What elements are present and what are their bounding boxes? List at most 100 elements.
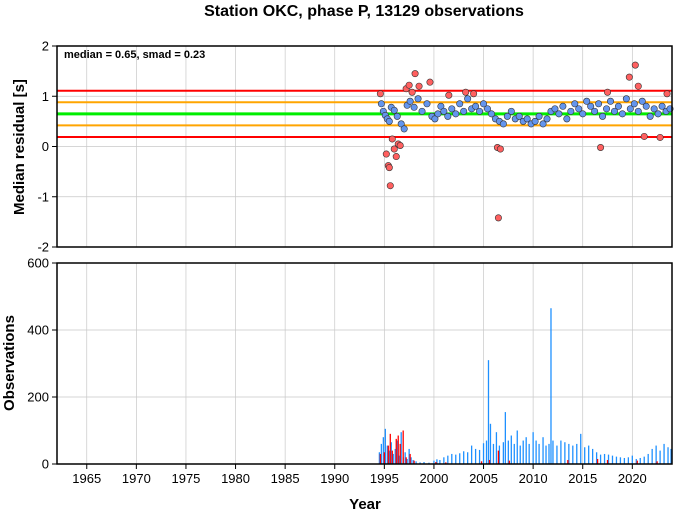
observation-bar	[592, 448, 594, 464]
observation-bar	[545, 445, 547, 464]
median-smad-annotation: median = 0.65, smad = 0.23	[64, 49, 205, 61]
observation-bar	[443, 457, 445, 464]
residual-point	[583, 97, 591, 105]
residual-point	[559, 102, 567, 110]
residual-point	[515, 112, 523, 120]
observation-bar	[504, 412, 506, 464]
residual-point	[640, 132, 648, 140]
observation-bar	[631, 455, 633, 464]
residual-point	[385, 117, 393, 125]
observation-bar	[498, 445, 501, 464]
observation-bar	[405, 457, 407, 464]
residual-grid	[57, 45, 672, 248]
observation-bar	[568, 443, 570, 464]
x-tick-label: 1990	[320, 471, 349, 486]
observation-bar	[606, 459, 609, 464]
residual-point	[531, 117, 539, 125]
observation-bar	[389, 433, 391, 464]
residual-point	[452, 110, 460, 118]
residual-point	[415, 82, 423, 90]
observation-bar	[564, 442, 566, 464]
observation-bar	[386, 445, 388, 464]
observation-bar	[419, 462, 421, 464]
x-axis-label: Year	[349, 496, 381, 511]
observation-bar	[538, 443, 540, 464]
observation-bar	[647, 453, 649, 464]
residual-point	[663, 90, 671, 98]
observation-bar	[603, 453, 606, 464]
observation-bar	[402, 430, 404, 464]
residual-point	[642, 102, 650, 110]
observation-bar	[643, 456, 645, 464]
observation-bar	[435, 461, 437, 464]
observation-bar	[567, 459, 569, 464]
residual-point	[410, 103, 418, 111]
residual-point	[634, 82, 642, 90]
residual-point	[595, 100, 603, 108]
residual-point	[567, 107, 575, 115]
observation-bar	[406, 458, 408, 464]
observation-bar	[611, 455, 614, 464]
residual-points	[376, 61, 674, 222]
observation-bar	[387, 445, 389, 464]
residual-point	[618, 110, 626, 118]
observation-bar	[556, 445, 558, 464]
observation-bar	[595, 452, 598, 464]
observation-bar	[588, 445, 590, 464]
y-tick-label: -1	[37, 189, 49, 204]
residual-point	[393, 112, 401, 120]
residual-point	[503, 112, 511, 120]
observation-bar	[482, 443, 485, 464]
residual-point	[656, 133, 664, 141]
residual-point	[456, 100, 464, 108]
residual-point	[551, 105, 559, 113]
residual-point	[377, 100, 385, 108]
x-tick-label: 1970	[122, 471, 151, 486]
observation-bar	[399, 443, 401, 464]
observation-bar	[433, 460, 435, 464]
residual-point	[464, 95, 472, 103]
residual-point	[535, 112, 543, 120]
observation-bar	[513, 443, 515, 464]
residual-point	[575, 105, 583, 113]
observation-bar	[409, 453, 411, 464]
residual-point	[507, 107, 515, 115]
residual-point	[460, 107, 468, 115]
residual-point	[406, 97, 414, 105]
observation-bar	[451, 453, 453, 464]
residual-point	[418, 107, 426, 115]
observation-bar	[394, 448, 396, 464]
observation-bar	[392, 453, 394, 464]
observation-bar	[655, 445, 657, 464]
observation-bar	[480, 461, 483, 464]
residual-point	[476, 107, 484, 115]
observation-bar	[492, 443, 495, 464]
residual-point	[385, 164, 393, 172]
residual-point	[494, 214, 502, 222]
observation-bar	[423, 461, 425, 464]
reference-lines	[57, 89, 672, 138]
residual-point	[650, 105, 658, 113]
residual-point	[376, 90, 384, 98]
observation-bar	[659, 450, 661, 464]
observation-bar	[390, 442, 392, 464]
observation-bar	[532, 432, 534, 464]
observation-bar	[413, 460, 415, 464]
residual-point	[631, 61, 639, 69]
observation-bar	[391, 450, 393, 464]
observation-bar	[497, 450, 500, 464]
residual-point	[523, 115, 531, 123]
residual-point	[390, 106, 398, 114]
observation-bar	[667, 447, 669, 464]
residual-point	[411, 70, 419, 78]
observation-bar	[415, 461, 417, 464]
residual-point	[571, 100, 579, 108]
observation-bar	[383, 452, 385, 464]
observations-panel: 0 200 400 600 1965 1970 1975 1980 1985 1990 1995 2…	[1, 256, 673, 511]
observation-bar	[379, 453, 382, 464]
residual-point	[630, 100, 638, 108]
residual-y-ticks: -2 -1 0 1 2	[37, 39, 57, 255]
residual-point	[579, 110, 587, 118]
residual-point	[408, 88, 416, 96]
observation-bar	[396, 440, 398, 464]
